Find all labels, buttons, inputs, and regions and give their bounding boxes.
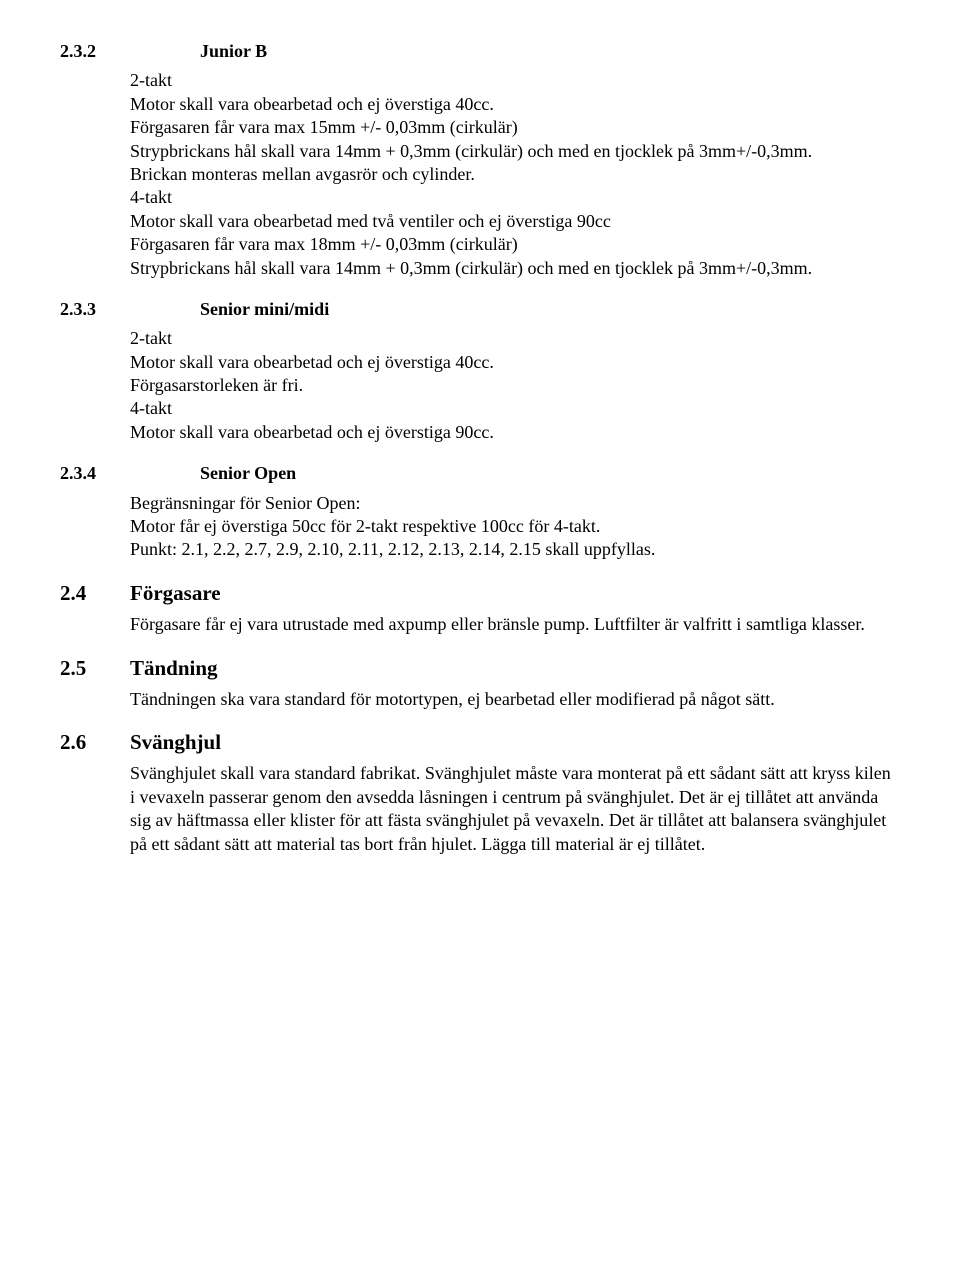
para: Motor får ej överstiga 50cc för 2-takt r…: [130, 515, 900, 538]
para: 2-takt: [130, 69, 900, 92]
section-title: Förgasare: [130, 580, 221, 607]
para: Förgasaren får vara max 15mm +/- 0,03mm …: [130, 116, 900, 139]
para: Förgasaren får vara max 18mm +/- 0,03mm …: [130, 233, 900, 256]
para: 4-takt: [130, 186, 900, 209]
para: Förgasarstorleken är fri.: [130, 374, 900, 397]
section-number: 2.3.2: [60, 40, 200, 63]
para: 2-takt: [130, 327, 900, 350]
para: Motor skall vara obearbetad och ej övers…: [130, 351, 900, 374]
section-title: Tändning: [130, 655, 218, 682]
section-number: 2.5: [60, 655, 130, 682]
section-body-26: Svänghjulet skall vara standard fabrikat…: [130, 762, 900, 856]
section-title: Svänghjul: [130, 729, 221, 756]
section-title: Senior Open: [200, 462, 296, 485]
section-heading-25: 2.5 Tändning: [60, 655, 900, 682]
para: 4-takt: [130, 397, 900, 420]
section-body-233: 2-takt Motor skall vara obearbetad och e…: [130, 327, 900, 444]
para: Strypbrickans hål skall vara 14mm + 0,3m…: [130, 140, 900, 163]
para: Förgasare får ej vara utrustade med axpu…: [130, 613, 900, 636]
section-heading-26: 2.6 Svänghjul: [60, 729, 900, 756]
section-number: 2.4: [60, 580, 130, 607]
para: Svänghjulet skall vara standard fabrikat…: [130, 762, 900, 856]
section-body-24: Förgasare får ej vara utrustade med axpu…: [130, 613, 900, 636]
section-body-232: 2-takt Motor skall vara obearbetad och e…: [130, 69, 900, 280]
para: Motor skall vara obearbetad med två vent…: [130, 210, 900, 233]
para: Motor skall vara obearbetad och ej övers…: [130, 93, 900, 116]
section-heading-233: 2.3.3 Senior mini/midi: [60, 298, 900, 321]
para: Begränsningar för Senior Open:: [130, 492, 900, 515]
para: Punkt: 2.1, 2.2, 2.7, 2.9, 2.10, 2.11, 2…: [130, 538, 900, 561]
section-heading-232: 2.3.2 Junior B: [60, 40, 900, 63]
section-body-234: Begränsningar för Senior Open: Motor får…: [130, 492, 900, 562]
para: Motor skall vara obearbetad och ej övers…: [130, 421, 900, 444]
section-heading-24: 2.4 Förgasare: [60, 580, 900, 607]
section-number: 2.6: [60, 729, 130, 756]
para: Tändningen ska vara standard för motorty…: [130, 688, 900, 711]
section-heading-234: 2.3.4 Senior Open: [60, 462, 900, 485]
section-title: Senior mini/midi: [200, 298, 329, 321]
section-body-25: Tändningen ska vara standard för motorty…: [130, 688, 900, 711]
section-number: 2.3.3: [60, 298, 200, 321]
section-number: 2.3.4: [60, 462, 200, 485]
para: Brickan monteras mellan avgasrör och cyl…: [130, 163, 900, 186]
para: Strypbrickans hål skall vara 14mm + 0,3m…: [130, 257, 900, 280]
section-title: Junior B: [200, 40, 267, 63]
